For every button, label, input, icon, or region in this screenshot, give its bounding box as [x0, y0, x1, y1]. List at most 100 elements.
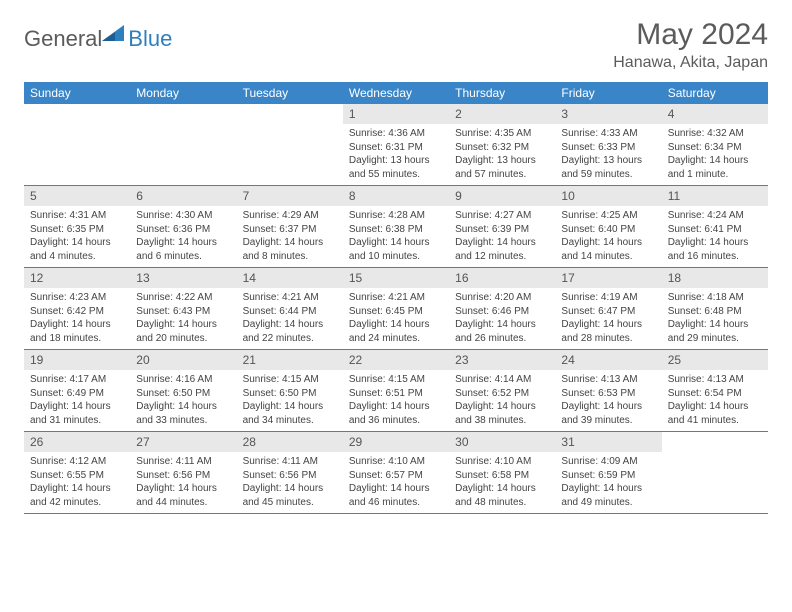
sunrise-text: Sunrise: 4:27 AM [455, 209, 549, 223]
sunset-text: Sunset: 6:32 PM [455, 141, 549, 155]
day-number: 10 [555, 186, 661, 206]
sun-info: Sunrise: 4:29 AMSunset: 6:37 PMDaylight:… [237, 206, 343, 267]
day-cell: 11Sunrise: 4:24 AMSunset: 6:41 PMDayligh… [662, 186, 768, 267]
day-number: 3 [555, 104, 661, 124]
logo-triangle-icon [102, 25, 124, 41]
day-number: 31 [555, 432, 661, 452]
daylight-text: Daylight: 14 hours and 22 minutes. [243, 318, 337, 345]
logo: General Blue [24, 18, 172, 52]
sunset-text: Sunset: 6:54 PM [668, 387, 762, 401]
sun-info: Sunrise: 4:11 AMSunset: 6:56 PMDaylight:… [130, 452, 236, 513]
sun-info: Sunrise: 4:30 AMSunset: 6:36 PMDaylight:… [130, 206, 236, 267]
sunset-text: Sunset: 6:31 PM [349, 141, 443, 155]
daylight-text: Daylight: 14 hours and 44 minutes. [136, 482, 230, 509]
day-cell: 30Sunrise: 4:10 AMSunset: 6:58 PMDayligh… [449, 432, 555, 513]
sun-info: Sunrise: 4:11 AMSunset: 6:56 PMDaylight:… [237, 452, 343, 513]
day-number: 24 [555, 350, 661, 370]
day-cell: 28Sunrise: 4:11 AMSunset: 6:56 PMDayligh… [237, 432, 343, 513]
sun-info: Sunrise: 4:15 AMSunset: 6:50 PMDaylight:… [237, 370, 343, 431]
daylight-text: Daylight: 14 hours and 20 minutes. [136, 318, 230, 345]
day-cell: 13Sunrise: 4:22 AMSunset: 6:43 PMDayligh… [130, 268, 236, 349]
header-row: General Blue May 2024 Hanawa, Akita, Jap… [24, 18, 768, 72]
sun-info: Sunrise: 4:18 AMSunset: 6:48 PMDaylight:… [662, 288, 768, 349]
day-cell: 18Sunrise: 4:18 AMSunset: 6:48 PMDayligh… [662, 268, 768, 349]
sun-info: Sunrise: 4:17 AMSunset: 6:49 PMDaylight:… [24, 370, 130, 431]
sunrise-text: Sunrise: 4:35 AM [455, 127, 549, 141]
sunrise-text: Sunrise: 4:32 AM [668, 127, 762, 141]
day-number: 23 [449, 350, 555, 370]
daylight-text: Daylight: 14 hours and 39 minutes. [561, 400, 655, 427]
sun-info: Sunrise: 4:14 AMSunset: 6:52 PMDaylight:… [449, 370, 555, 431]
sunset-text: Sunset: 6:42 PM [30, 305, 124, 319]
sunset-text: Sunset: 6:58 PM [455, 469, 549, 483]
sunrise-text: Sunrise: 4:13 AM [668, 373, 762, 387]
sun-info: Sunrise: 4:21 AMSunset: 6:44 PMDaylight:… [237, 288, 343, 349]
sun-info: Sunrise: 4:19 AMSunset: 6:47 PMDaylight:… [555, 288, 661, 349]
sun-info: Sunrise: 4:16 AMSunset: 6:50 PMDaylight:… [130, 370, 236, 431]
sunrise-text: Sunrise: 4:36 AM [349, 127, 443, 141]
logo-name: General [24, 26, 102, 52]
day-number: 26 [24, 432, 130, 452]
sun-info: Sunrise: 4:13 AMSunset: 6:53 PMDaylight:… [555, 370, 661, 431]
day-cell: 22Sunrise: 4:15 AMSunset: 6:51 PMDayligh… [343, 350, 449, 431]
sunrise-text: Sunrise: 4:11 AM [136, 455, 230, 469]
sunset-text: Sunset: 6:38 PM [349, 223, 443, 237]
sunrise-text: Sunrise: 4:21 AM [349, 291, 443, 305]
day-cell: 6Sunrise: 4:30 AMSunset: 6:36 PMDaylight… [130, 186, 236, 267]
sunrise-text: Sunrise: 4:09 AM [561, 455, 655, 469]
sunrise-text: Sunrise: 4:10 AM [349, 455, 443, 469]
sunset-text: Sunset: 6:52 PM [455, 387, 549, 401]
daylight-text: Daylight: 14 hours and 8 minutes. [243, 236, 337, 263]
day-number: 19 [24, 350, 130, 370]
daylight-text: Daylight: 14 hours and 45 minutes. [243, 482, 337, 509]
day-number: 22 [343, 350, 449, 370]
day-number: 16 [449, 268, 555, 288]
sunset-text: Sunset: 6:41 PM [668, 223, 762, 237]
day-label: Monday [130, 82, 236, 104]
day-cell: 23Sunrise: 4:14 AMSunset: 6:52 PMDayligh… [449, 350, 555, 431]
sun-info: Sunrise: 4:36 AMSunset: 6:31 PMDaylight:… [343, 124, 449, 185]
sunset-text: Sunset: 6:43 PM [136, 305, 230, 319]
sun-info: Sunrise: 4:10 AMSunset: 6:58 PMDaylight:… [449, 452, 555, 513]
daylight-text: Daylight: 14 hours and 41 minutes. [668, 400, 762, 427]
day-cell: 15Sunrise: 4:21 AMSunset: 6:45 PMDayligh… [343, 268, 449, 349]
week-row: 5Sunrise: 4:31 AMSunset: 6:35 PMDaylight… [24, 186, 768, 268]
day-number: 12 [24, 268, 130, 288]
week-row: 19Sunrise: 4:17 AMSunset: 6:49 PMDayligh… [24, 350, 768, 432]
sun-info: Sunrise: 4:13 AMSunset: 6:54 PMDaylight:… [662, 370, 768, 431]
sunrise-text: Sunrise: 4:25 AM [561, 209, 655, 223]
sunrise-text: Sunrise: 4:18 AM [668, 291, 762, 305]
daylight-text: Daylight: 14 hours and 42 minutes. [30, 482, 124, 509]
sunset-text: Sunset: 6:46 PM [455, 305, 549, 319]
day-cell: 17Sunrise: 4:19 AMSunset: 6:47 PMDayligh… [555, 268, 661, 349]
daylight-text: Daylight: 13 hours and 57 minutes. [455, 154, 549, 181]
sunset-text: Sunset: 6:36 PM [136, 223, 230, 237]
sun-info: Sunrise: 4:09 AMSunset: 6:59 PMDaylight:… [555, 452, 661, 513]
sun-info: Sunrise: 4:33 AMSunset: 6:33 PMDaylight:… [555, 124, 661, 185]
daylight-text: Daylight: 14 hours and 6 minutes. [136, 236, 230, 263]
daylight-text: Daylight: 14 hours and 34 minutes. [243, 400, 337, 427]
sunrise-text: Sunrise: 4:15 AM [349, 373, 443, 387]
day-cell: 31Sunrise: 4:09 AMSunset: 6:59 PMDayligh… [555, 432, 661, 513]
daylight-text: Daylight: 14 hours and 46 minutes. [349, 482, 443, 509]
day-number: 20 [130, 350, 236, 370]
sunrise-text: Sunrise: 4:28 AM [349, 209, 443, 223]
day-number: 11 [662, 186, 768, 206]
sun-info: Sunrise: 4:23 AMSunset: 6:42 PMDaylight:… [24, 288, 130, 349]
sunset-text: Sunset: 6:47 PM [561, 305, 655, 319]
calendar-page: General Blue May 2024 Hanawa, Akita, Jap… [0, 0, 792, 532]
sunrise-text: Sunrise: 4:14 AM [455, 373, 549, 387]
day-cell: 16Sunrise: 4:20 AMSunset: 6:46 PMDayligh… [449, 268, 555, 349]
day-cell: 8Sunrise: 4:28 AMSunset: 6:38 PMDaylight… [343, 186, 449, 267]
sunset-text: Sunset: 6:50 PM [243, 387, 337, 401]
sunrise-text: Sunrise: 4:17 AM [30, 373, 124, 387]
day-label: Tuesday [237, 82, 343, 104]
day-cell: 1Sunrise: 4:36 AMSunset: 6:31 PMDaylight… [343, 104, 449, 185]
day-cell: 7Sunrise: 4:29 AMSunset: 6:37 PMDaylight… [237, 186, 343, 267]
sun-info: Sunrise: 4:24 AMSunset: 6:41 PMDaylight:… [662, 206, 768, 267]
sunset-text: Sunset: 6:33 PM [561, 141, 655, 155]
sun-info: Sunrise: 4:31 AMSunset: 6:35 PMDaylight:… [24, 206, 130, 267]
day-number: 9 [449, 186, 555, 206]
sunset-text: Sunset: 6:56 PM [136, 469, 230, 483]
sunset-text: Sunset: 6:49 PM [30, 387, 124, 401]
